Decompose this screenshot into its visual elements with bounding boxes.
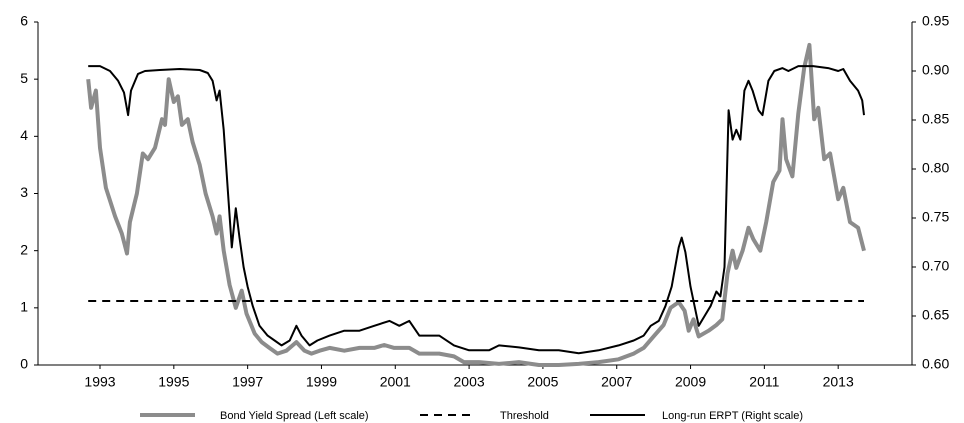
x-tick-label: 2013 (823, 374, 854, 390)
y2-tick-label: 0.60 (922, 356, 949, 372)
y2-tick-label: 0.70 (922, 258, 949, 274)
y-tick-label: 3 (20, 184, 28, 200)
x-tick-label: 2001 (380, 374, 411, 390)
x-tick-label: 1999 (306, 374, 337, 390)
y2-tick-label: 0.75 (922, 209, 949, 225)
y-tick-label: 2 (20, 241, 28, 257)
x-tick-label: 1997 (232, 374, 263, 390)
y2-tick-label: 0.80 (922, 160, 949, 176)
legend-label: Bond Yield Spread (Left scale) (220, 410, 369, 422)
y2-tick-label: 0.95 (922, 13, 949, 29)
x-tick-label: 2007 (601, 374, 632, 390)
x-tick-label: 1995 (158, 374, 189, 390)
y-tick-label: 4 (20, 127, 28, 143)
series-line (86, 42, 866, 367)
series-line (88, 65, 865, 355)
y-tick-label: 0 (20, 356, 28, 372)
y2-tick-label: 0.90 (922, 62, 949, 78)
x-tick-label: 2005 (527, 374, 558, 390)
y-tick-label: 1 (20, 299, 28, 315)
legend-label: Threshold (500, 410, 549, 422)
legend-label: Long-run ERPT (Right scale) (662, 410, 803, 422)
y-tick-label: 6 (20, 13, 28, 29)
y2-tick-label: 0.65 (922, 307, 949, 323)
x-tick-label: 2011 (749, 374, 779, 390)
x-tick-label: 2003 (454, 374, 485, 390)
x-tick-label: 1993 (84, 374, 115, 390)
x-tick-label: 2009 (675, 374, 706, 390)
y2-tick-label: 0.85 (922, 111, 949, 127)
y-tick-label: 5 (20, 70, 28, 86)
